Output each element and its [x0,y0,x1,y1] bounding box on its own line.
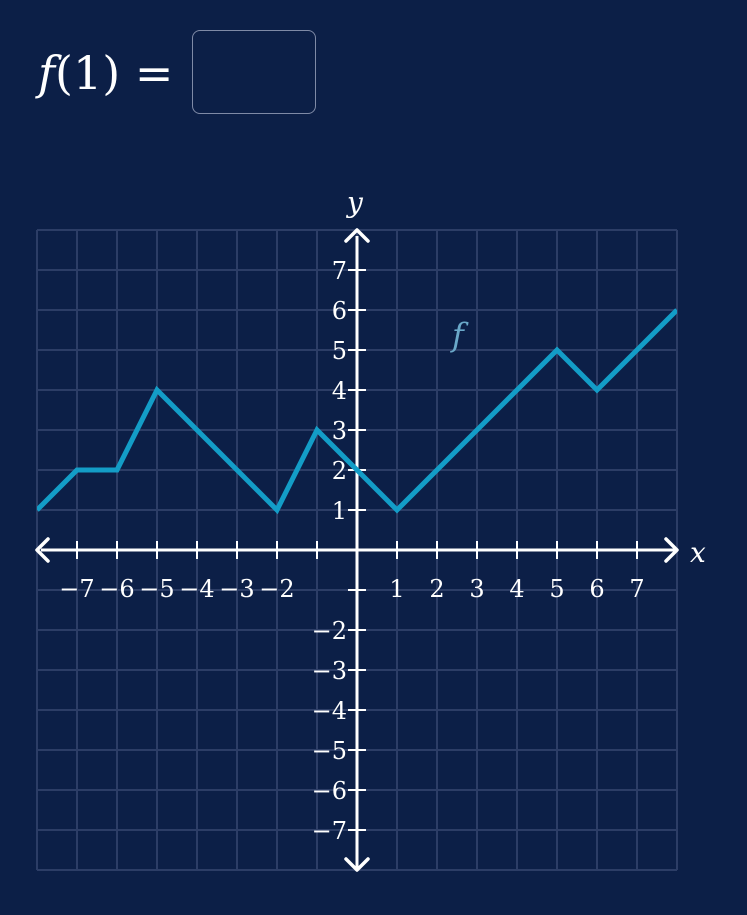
answer-input[interactable] [192,30,316,114]
series-layer [37,308,677,515]
y-axis-arrow-down [344,857,370,872]
x-tick-label: 3 [469,575,484,603]
y-tick-label: 5 [332,337,347,365]
x-tick-label: −5 [139,575,174,603]
y-tick-label: −5 [312,737,347,765]
x-tick-label: −3 [219,575,254,603]
y-axis-arrow-up [344,228,370,243]
x-tick-label: 2 [429,575,444,603]
function-name: f [38,46,56,100]
y-tick-label: −7 [312,817,347,845]
y-tick-label: 2 [332,457,347,485]
x-tick-label: −7 [59,575,94,603]
y-tick-label: −6 [312,777,347,805]
y-tick-label: 4 [332,377,347,405]
function-argument: 1 [72,46,103,100]
x-tick-label: −4 [179,575,214,603]
x-tick-label: −6 [99,575,134,603]
x-tick-label: 1 [389,575,404,603]
x-axis-arrow-left [35,537,50,563]
grid [36,229,678,871]
y-tick-label: 3 [332,417,347,445]
axes [35,228,679,872]
y-tick-label: −4 [312,697,347,725]
y-tick-label: 7 [332,257,347,285]
x-tick-label: 7 [629,575,644,603]
equation: f(1) = [38,30,173,116]
y-tick-label: 1 [332,497,347,525]
equation-expression: f(1) = [38,46,174,100]
y-axis-label: y [345,186,364,219]
x-tick-label: 6 [589,575,604,603]
x-axis-label: x [690,536,706,569]
y-tick-label: 6 [332,297,347,325]
x-axis-arrow-right [664,537,679,563]
function-line [37,308,677,515]
y-tick-label: −2 [312,617,347,645]
y-tick-label: −3 [312,657,347,685]
x-tick-label: 4 [509,575,524,603]
x-tick-label: −2 [259,575,294,603]
x-tick-label: 5 [549,575,564,603]
